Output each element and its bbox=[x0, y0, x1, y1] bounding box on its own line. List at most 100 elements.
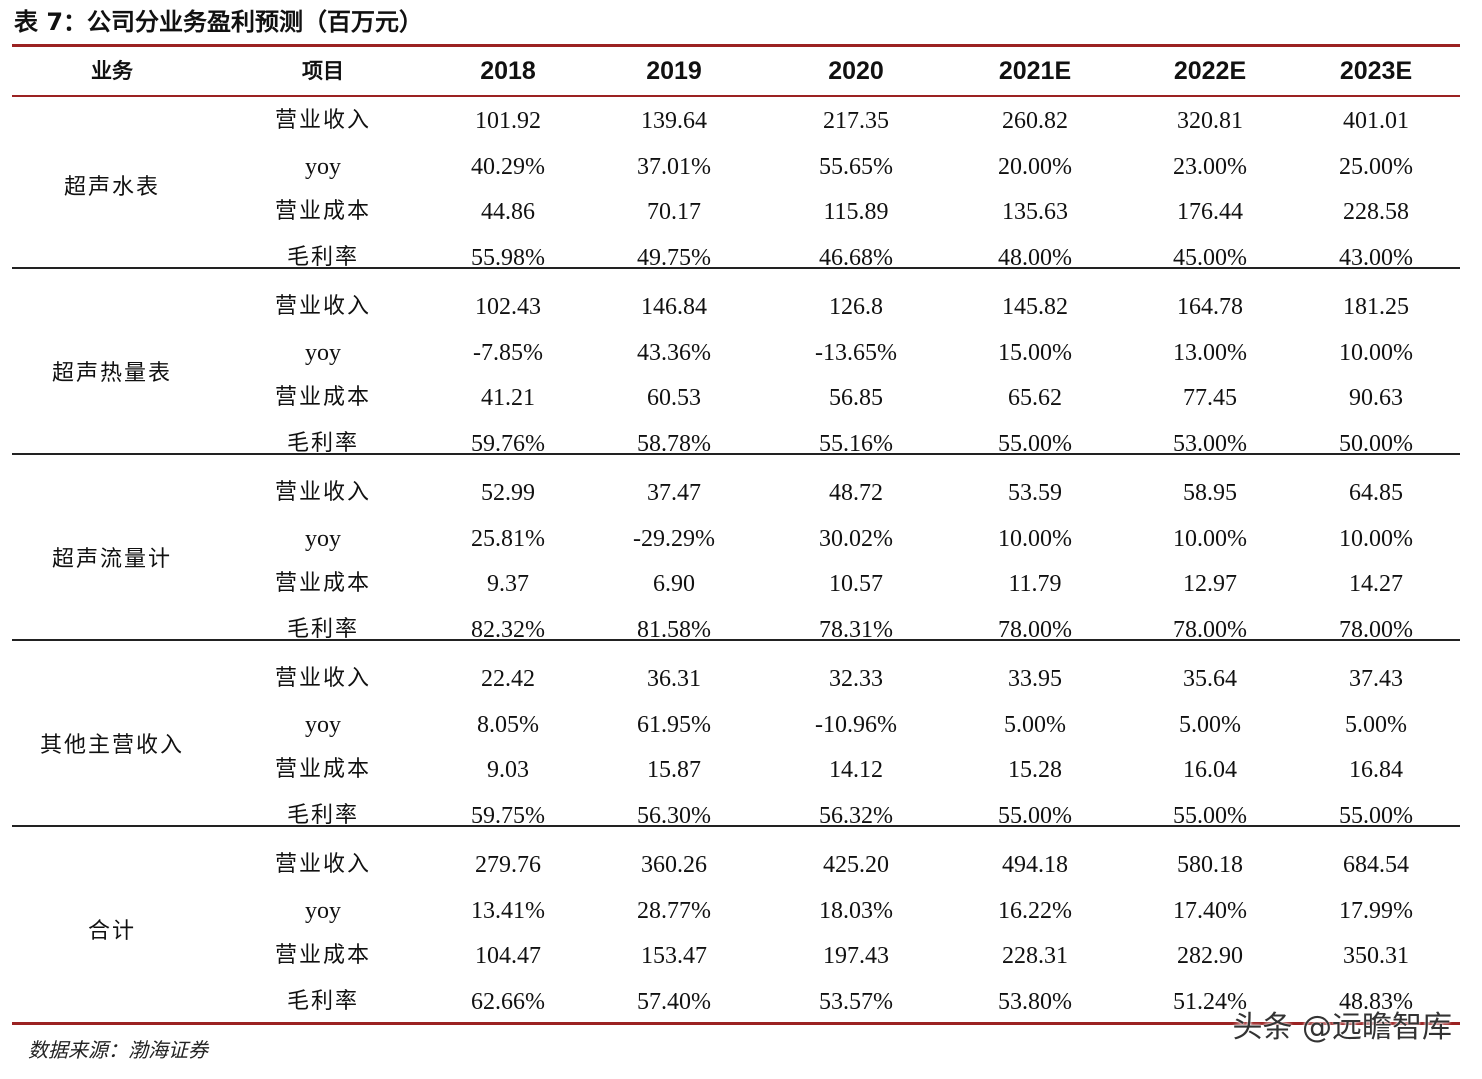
table-cell: 53.00% bbox=[1173, 431, 1247, 457]
table-cell: 56.85 bbox=[829, 385, 883, 411]
table-cell: 37.43 bbox=[1349, 666, 1403, 692]
table-cell: 17.40% bbox=[1173, 898, 1247, 924]
table-cell: 126.8 bbox=[829, 294, 883, 320]
table-cell: 50.00% bbox=[1339, 431, 1413, 457]
table-cell: 25.00% bbox=[1339, 154, 1413, 180]
header-year: 2021E bbox=[998, 57, 1072, 85]
table-cell: 59.76% bbox=[471, 431, 545, 457]
table-cell: 102.43 bbox=[475, 294, 541, 320]
table-cell: -13.65% bbox=[815, 340, 897, 366]
table-cell: 9.03 bbox=[487, 757, 529, 783]
table-cell: 10.00% bbox=[1339, 340, 1413, 366]
header-year: 2018 bbox=[480, 57, 536, 85]
table-cell: 164.78 bbox=[1177, 294, 1243, 320]
table-cell: 61.95% bbox=[637, 712, 711, 738]
table-cell: 320.81 bbox=[1177, 108, 1243, 134]
item-label: 营业收入 bbox=[274, 294, 371, 319]
business-name: 超声流量计 bbox=[51, 547, 172, 572]
table-cell: 58.78% bbox=[637, 431, 711, 457]
table-cell: 146.84 bbox=[641, 294, 707, 320]
table-cell: 37.01% bbox=[637, 154, 711, 180]
table-cell: 6.90 bbox=[653, 571, 695, 597]
table-cell: 37.47 bbox=[647, 480, 701, 506]
table-cell: 78.00% bbox=[1173, 617, 1247, 643]
table-cell: 10.00% bbox=[1339, 526, 1413, 552]
table-cell: 49.75% bbox=[637, 245, 711, 271]
table-cell: 15.28 bbox=[1008, 757, 1062, 783]
item-label: 营业成本 bbox=[274, 199, 371, 224]
table-cell: 360.26 bbox=[641, 852, 707, 878]
table-cell: 16.22% bbox=[998, 898, 1072, 924]
item-label: 营业成本 bbox=[274, 571, 371, 596]
item-label: yoy bbox=[305, 154, 341, 180]
table-cell: 78.00% bbox=[998, 617, 1072, 643]
table-cell: 16.04 bbox=[1183, 757, 1237, 783]
table-cell: 13.41% bbox=[471, 898, 545, 924]
table-cell: 60.53 bbox=[647, 385, 701, 411]
table-cell: 77.45 bbox=[1183, 385, 1237, 411]
table-cell: 51.24% bbox=[1173, 989, 1247, 1015]
table-cell: 57.40% bbox=[637, 989, 711, 1015]
table-cell: 55.65% bbox=[819, 154, 893, 180]
header-year: 2022E bbox=[1173, 57, 1247, 85]
item-label: 毛利率 bbox=[286, 989, 359, 1014]
table-cell: 55.00% bbox=[998, 803, 1072, 829]
item-label: 营业成本 bbox=[274, 943, 371, 968]
table-cell: 684.54 bbox=[1343, 852, 1409, 878]
table-cell: 12.97 bbox=[1183, 571, 1237, 597]
table-cell: 20.00% bbox=[998, 154, 1072, 180]
table-cell: 17.99% bbox=[1339, 898, 1413, 924]
watermark: 头条 @远瞻智库 bbox=[1232, 1010, 1452, 1045]
table-cell: 48.72 bbox=[829, 480, 883, 506]
table-cell: 18.03% bbox=[819, 898, 893, 924]
item-label: 毛利率 bbox=[286, 245, 359, 270]
table-cell: 494.18 bbox=[1002, 852, 1068, 878]
group-separator bbox=[12, 639, 1460, 641]
table-cell: 16.84 bbox=[1349, 757, 1403, 783]
table-cell: 53.59 bbox=[1008, 480, 1062, 506]
table-cell: 11.79 bbox=[1008, 571, 1062, 597]
table-cell: 104.47 bbox=[475, 943, 541, 969]
table-cell: 35.64 bbox=[1183, 666, 1237, 692]
table-cell: 14.12 bbox=[829, 757, 883, 783]
header-rule bbox=[12, 95, 1460, 97]
table-cell: 70.17 bbox=[647, 199, 701, 225]
table-cell: 22.42 bbox=[481, 666, 535, 692]
header-business: 业务 bbox=[91, 59, 133, 83]
table-cell: 62.66% bbox=[471, 989, 545, 1015]
table-cell: 46.68% bbox=[819, 245, 893, 271]
table-title: 表 7：公司分业务盈利预测（百万元） bbox=[14, 8, 424, 36]
table-cell: 65.62 bbox=[1008, 385, 1062, 411]
header-year: 2023E bbox=[1339, 57, 1413, 85]
item-label: yoy bbox=[305, 898, 341, 924]
table-cell: 58.95 bbox=[1183, 480, 1237, 506]
item-label: 营业收入 bbox=[274, 852, 371, 877]
table-cell: 8.05% bbox=[477, 712, 539, 738]
table-cell: -29.29% bbox=[633, 526, 715, 552]
table-cell: 48.00% bbox=[998, 245, 1072, 271]
item-label: 营业收入 bbox=[274, 108, 371, 133]
table-cell: 135.63 bbox=[1002, 199, 1068, 225]
item-label: yoy bbox=[305, 526, 341, 552]
table-cell: 145.82 bbox=[1002, 294, 1068, 320]
business-name: 合计 bbox=[87, 919, 136, 944]
table-cell: 228.31 bbox=[1002, 943, 1068, 969]
table-cell: 33.95 bbox=[1008, 666, 1062, 692]
table-cell: 32.33 bbox=[829, 666, 883, 692]
table-cell: 282.90 bbox=[1177, 943, 1243, 969]
table-cell: 59.75% bbox=[471, 803, 545, 829]
item-label: 毛利率 bbox=[286, 617, 359, 642]
table-cell: 260.82 bbox=[1002, 108, 1068, 134]
table-cell: 53.80% bbox=[998, 989, 1072, 1015]
table-cell: 14.27 bbox=[1349, 571, 1403, 597]
table-cell: 401.01 bbox=[1343, 108, 1409, 134]
table-cell: 81.58% bbox=[637, 617, 711, 643]
item-label: 营业收入 bbox=[274, 480, 371, 505]
group-separator bbox=[12, 453, 1460, 455]
table-cell: 43.36% bbox=[637, 340, 711, 366]
bottom-rule bbox=[12, 1022, 1460, 1025]
table-cell: 36.31 bbox=[647, 666, 701, 692]
table-cell: 55.00% bbox=[1339, 803, 1413, 829]
table-cell: 580.18 bbox=[1177, 852, 1243, 878]
table-cell: 23.00% bbox=[1173, 154, 1247, 180]
